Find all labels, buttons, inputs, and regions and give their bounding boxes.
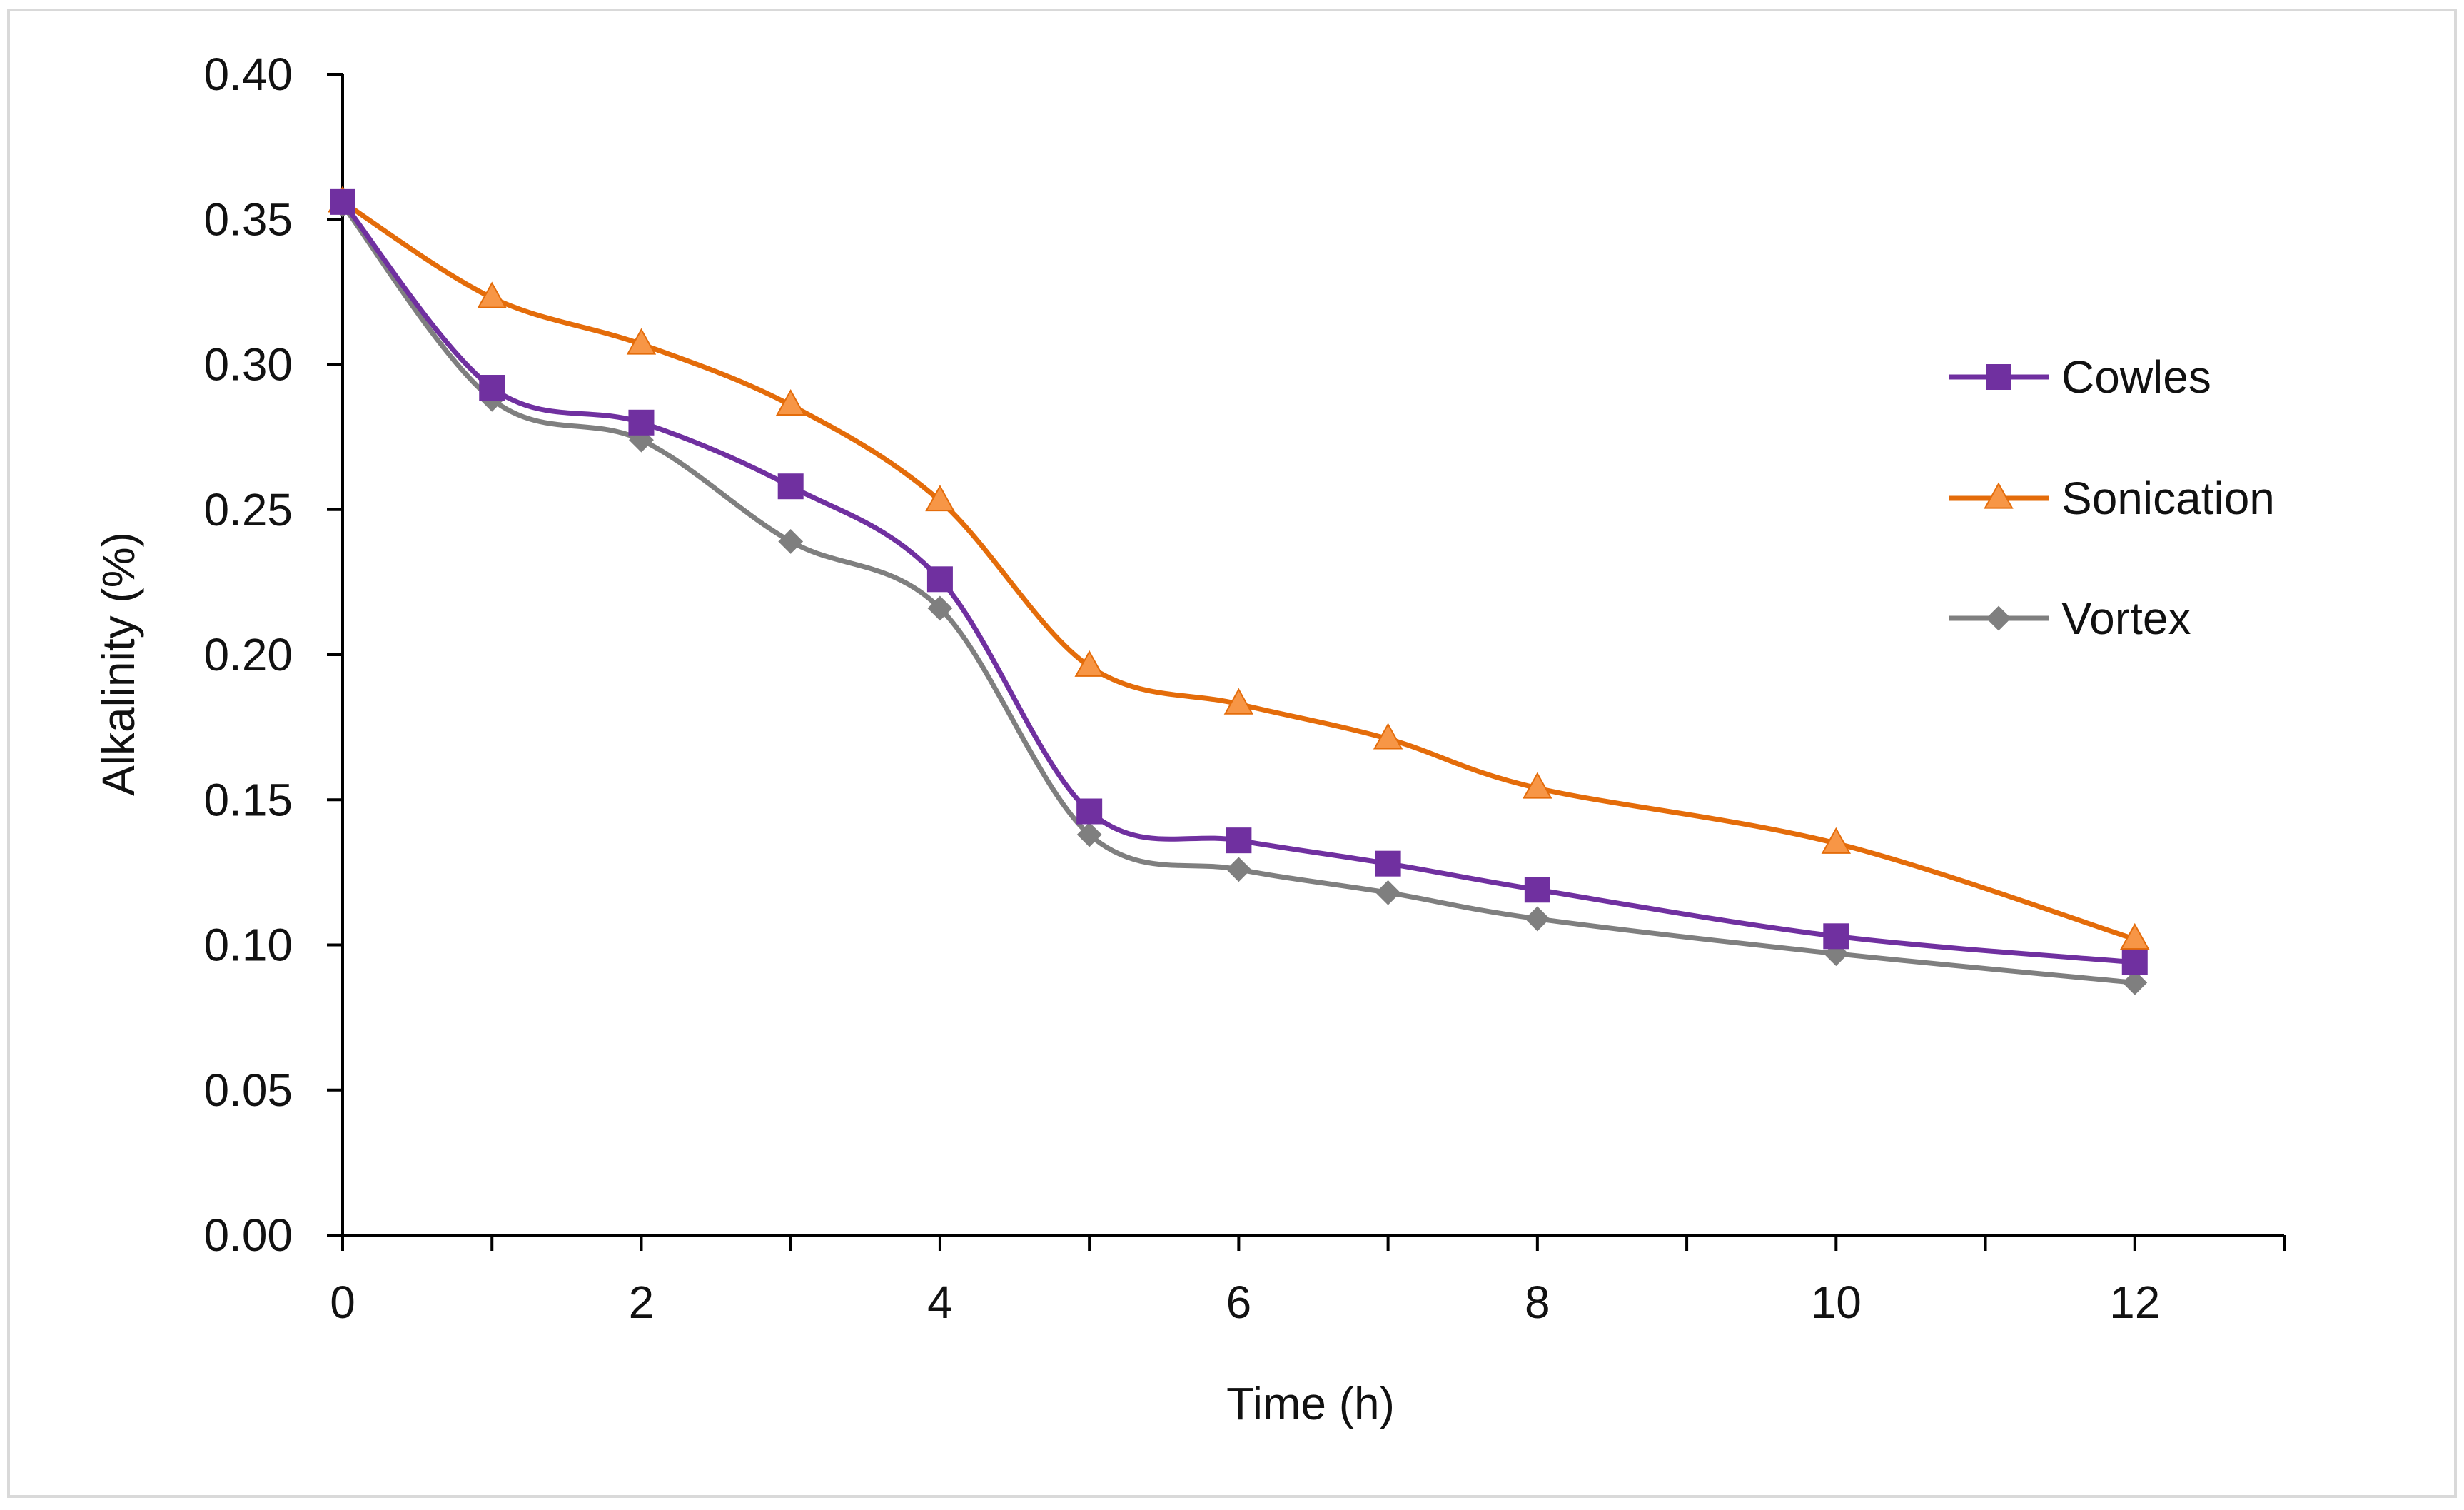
sonication-point [477,281,507,308]
cowles-point [1823,923,1849,950]
sonication-point [1223,688,1254,715]
cowles-point [1375,850,1401,877]
y-axis-title: Alkalinity (%) [93,532,144,796]
cowles-point [1226,827,1252,854]
legend-marker-cowles [1986,364,2011,390]
cowles-markers [330,188,2148,975]
y-tick-label: 0.25 [203,484,293,535]
legend-item-vortex: Vortex [1949,593,2191,644]
sonication-point [1373,723,1403,750]
vortex-point [778,529,804,554]
x-tick-label: 10 [1811,1277,1862,1328]
axes: 0.00 0.05 0.10 0.15 0.20 0.25 0.30 0.35 0.40 0 2 4 6… [203,49,2286,1328]
sonication-point [626,328,657,355]
x-tick-label: 2 [629,1277,655,1328]
legend-label-vortex: Vortex [2061,593,2191,644]
legend-item-sonication: Sonication [1949,473,2275,524]
sonication-point [1074,650,1104,677]
x-tick-label: 6 [1226,1277,1252,1328]
x-axis-title: Time (h) [1226,1378,1395,1429]
x-tick-label: 4 [927,1277,953,1328]
x-tick-label: 12 [2109,1277,2160,1328]
cowles-point [1076,798,1103,825]
vortex-point [927,595,953,621]
cowles-point [2121,949,2148,975]
y-tick-label: 0.40 [203,49,293,100]
cowles-point [926,566,953,593]
y-tick-label: 0.10 [203,920,293,971]
x-tick-label: 8 [1525,1277,1550,1328]
legend: Cowles Sonication Vortex [1949,351,2275,644]
vortex-point [1226,857,1251,882]
series-markers [328,186,2150,995]
vortex-point [1525,906,1550,932]
sonication-point [925,485,955,512]
cowles-point [628,409,655,436]
y-tick-label: 0.00 [203,1209,293,1261]
y-tick-label: 0.35 [203,193,293,245]
sonication-point [2120,922,2150,950]
cowles-point [777,473,804,500]
sonication-series-line [340,199,2138,942]
cowles-point [330,188,355,215]
vortex-point [1375,880,1401,905]
legend-marker-sonication [1984,482,2014,509]
sonication-point [1821,827,1852,854]
legend-item-cowles: Cowles [1949,351,2211,403]
y-tick-label: 0.20 [203,629,293,680]
cowles-point [1524,877,1550,903]
y-tick-label: 0.30 [203,339,293,391]
vortex-point [2122,970,2148,995]
y-tick-label: 0.15 [203,774,293,825]
sonication-point [775,388,806,416]
x-tick-label: 0 [330,1277,355,1328]
y-tick-label: 0.05 [203,1064,293,1116]
legend-label-cowles: Cowles [2061,351,2211,403]
sonication-point [1523,772,1552,799]
chart-frame [7,9,2457,1498]
vortex-point [1076,822,1102,847]
cowles-point [479,375,505,401]
legend-label-sonication: Sonication [2061,473,2275,524]
legend-marker-vortex [1986,605,2011,631]
